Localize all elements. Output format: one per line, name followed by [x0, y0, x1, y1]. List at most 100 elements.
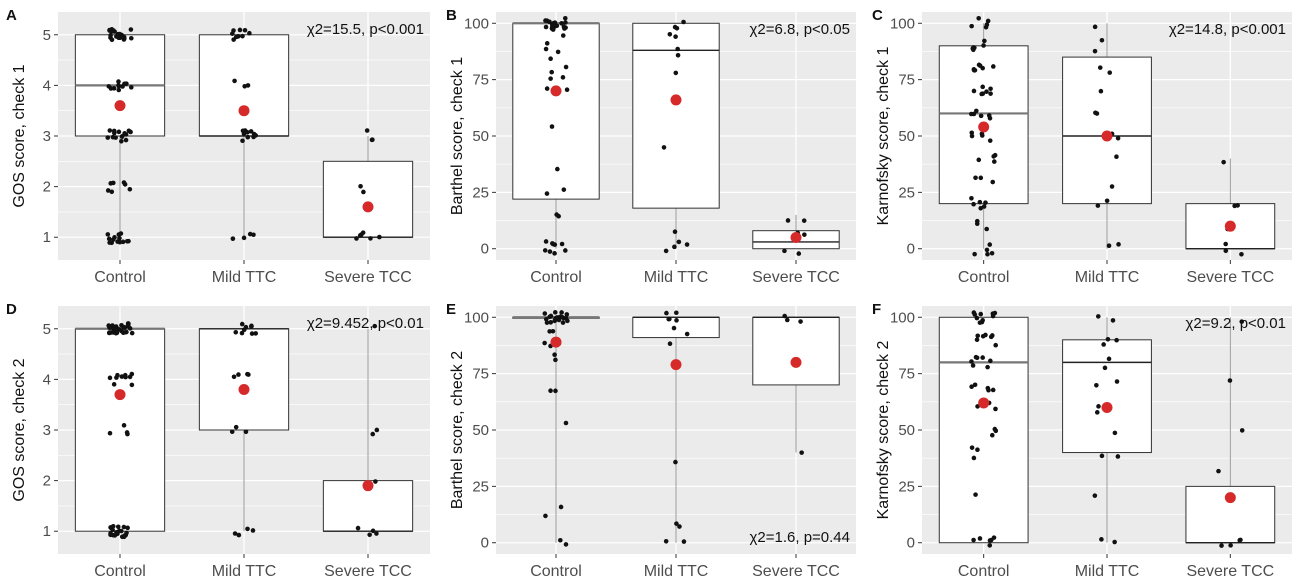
data-point: [980, 84, 985, 90]
data-point: [1092, 493, 1098, 498]
box-iqr: [632, 22, 720, 209]
data-point: [971, 201, 976, 207]
data-point: [1114, 337, 1119, 343]
data-point: [544, 191, 550, 196]
data-point: [552, 310, 558, 315]
data-point: [672, 24, 678, 30]
data-point: [553, 357, 558, 363]
data-point: [677, 524, 682, 529]
data-point: [666, 316, 672, 322]
data-point: [978, 175, 984, 181]
data-point: [990, 179, 996, 185]
data-point: [1112, 430, 1118, 436]
data-point: [972, 312, 978, 317]
x-tick-label: Control: [94, 269, 146, 286]
data-point: [974, 355, 980, 361]
data-point: [550, 27, 556, 32]
data-point: [364, 128, 370, 133]
data-point: [1099, 453, 1105, 459]
data-point: [368, 236, 373, 241]
data-point: [547, 19, 552, 25]
data-point: [128, 85, 134, 90]
data-point: [367, 532, 372, 538]
data-point: [992, 426, 998, 432]
y-tick-label: 100: [890, 15, 915, 32]
data-point: [253, 133, 259, 138]
data-point: [556, 213, 561, 219]
y-tick-label: 25: [898, 478, 915, 495]
data-point: [564, 312, 570, 317]
data-point: [681, 19, 686, 25]
data-point: [988, 358, 993, 364]
data-point: [1115, 454, 1121, 459]
data-point: [106, 236, 112, 242]
data-point: [120, 239, 126, 245]
box-mild-ttc: [632, 22, 720, 249]
x-tick-label: Mild TTC: [1075, 269, 1140, 286]
data-point: [802, 232, 807, 237]
data-point: [230, 31, 235, 36]
data-point: [562, 26, 567, 31]
data-point: [127, 186, 133, 192]
data-point: [245, 83, 251, 88]
y-tick-label: 50: [898, 128, 915, 145]
data-point: [676, 239, 682, 245]
box-iqr: [752, 316, 840, 386]
y-axis-label: Barthel score, check 1: [449, 57, 466, 215]
data-point: [239, 330, 245, 336]
data-point: [974, 315, 980, 321]
mean-marker: [1224, 492, 1236, 504]
data-point: [245, 526, 250, 532]
y-tick-label: 50: [472, 422, 489, 439]
data-point: [119, 374, 125, 379]
data-point: [550, 241, 555, 246]
data-point: [986, 113, 992, 118]
box-severe-tcc: [322, 136, 414, 238]
data-point: [1114, 379, 1120, 384]
y-tick-label: 25: [898, 184, 915, 201]
data-point: [121, 180, 127, 185]
x-tick-label: Severe TCC: [324, 269, 412, 286]
data-point: [988, 86, 993, 92]
data-point: [1093, 110, 1098, 116]
data-point: [116, 129, 122, 135]
data-point: [978, 311, 984, 317]
data-point: [128, 129, 133, 135]
y-tick-label: 0: [481, 535, 489, 552]
data-point: [987, 543, 993, 548]
data-point: [107, 27, 112, 33]
data-point: [126, 321, 131, 327]
y-tick-label: 0: [907, 535, 915, 552]
data-point: [547, 314, 553, 320]
data-point: [1102, 365, 1108, 371]
x-tick-label: Severe TCC: [752, 563, 840, 580]
data-point: [673, 70, 679, 76]
data-point: [374, 531, 379, 536]
x-tick-label: Control: [530, 269, 582, 286]
data-point: [240, 33, 245, 39]
data-point: [969, 111, 974, 117]
data-point: [663, 538, 669, 544]
data-point: [111, 86, 117, 91]
data-point: [116, 87, 122, 93]
data-point: [377, 234, 382, 240]
data-point: [1099, 537, 1104, 542]
data-point: [801, 218, 807, 223]
data-point: [977, 536, 983, 541]
data-point: [113, 330, 119, 336]
mean-marker: [362, 201, 374, 213]
data-point: [971, 88, 977, 94]
y-tick-label: 4: [43, 371, 51, 388]
data-point: [119, 139, 124, 144]
x-tick-label: Control: [530, 563, 582, 580]
data-point: [116, 79, 121, 84]
data-point: [116, 232, 122, 237]
mean-marker: [790, 356, 802, 368]
data-point: [550, 328, 556, 334]
y-tick-label: 75: [898, 366, 915, 383]
stat-annotation: χ2=14.8, p<0.001: [1169, 21, 1286, 38]
data-point: [989, 250, 995, 256]
y-tick-label: 3: [43, 128, 51, 145]
data-point: [128, 27, 134, 32]
